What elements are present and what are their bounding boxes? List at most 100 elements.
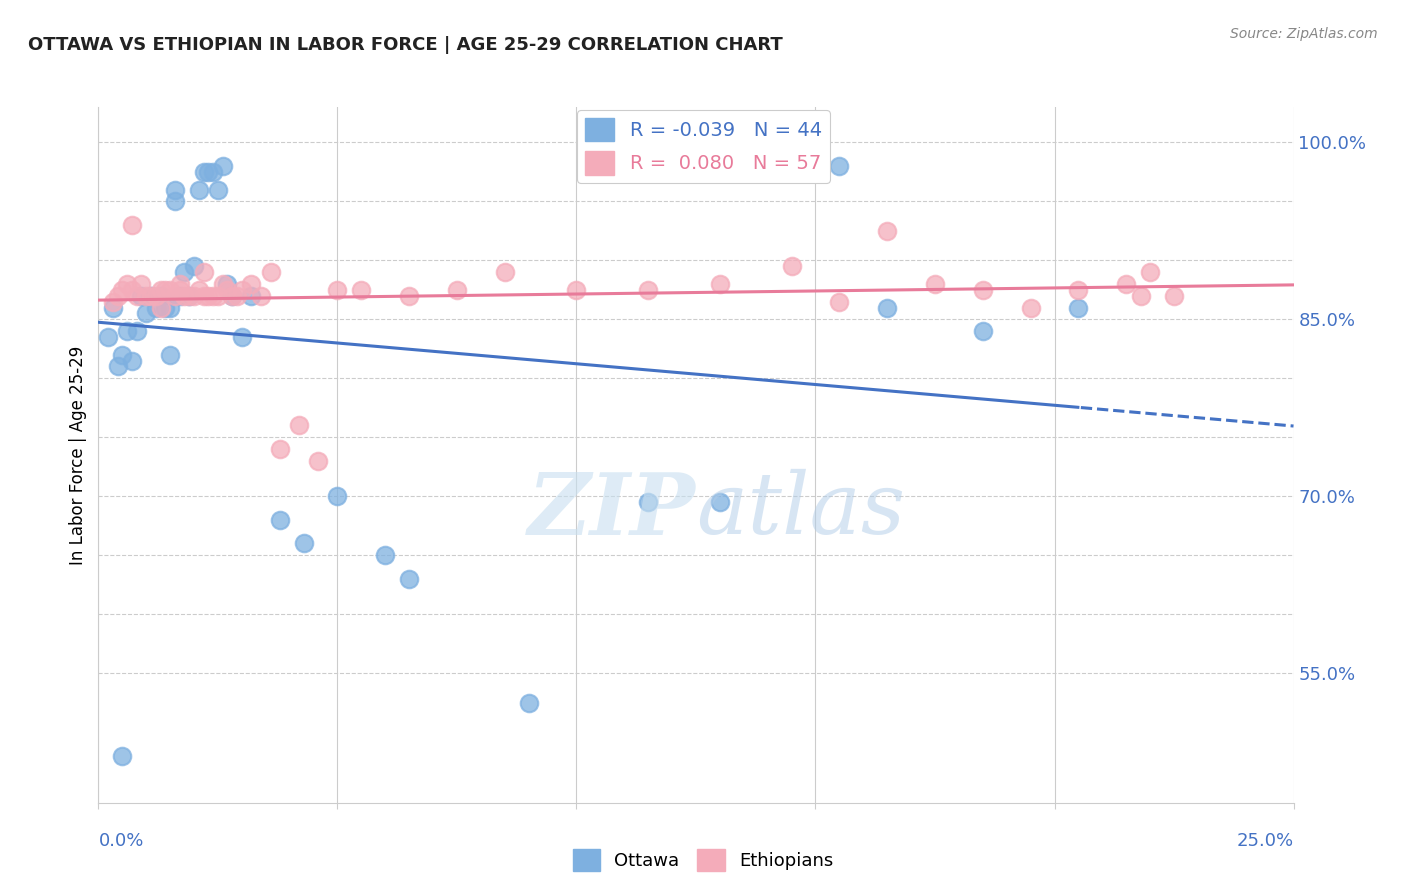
- Point: [494, 265, 516, 279]
- Text: 0.0%: 0.0%: [98, 832, 143, 850]
- Point: [111, 348, 134, 362]
- Point: [326, 489, 349, 503]
- Point: [97, 330, 120, 344]
- Point: [197, 165, 219, 179]
- Point: [250, 289, 273, 303]
- Point: [374, 548, 396, 562]
- Point: [155, 301, 177, 315]
- Point: [145, 289, 167, 303]
- Point: [101, 294, 124, 309]
- Point: [173, 265, 195, 279]
- Point: [326, 283, 349, 297]
- Point: [307, 454, 329, 468]
- Point: [159, 348, 181, 362]
- Point: [217, 283, 239, 297]
- Point: [155, 283, 177, 297]
- Point: [240, 277, 263, 291]
- Point: [169, 277, 191, 291]
- Point: [135, 306, 157, 320]
- Point: [193, 165, 215, 179]
- Point: [193, 265, 215, 279]
- Point: [197, 289, 219, 303]
- Point: [125, 324, 148, 338]
- Point: [121, 218, 143, 232]
- Point: [1019, 301, 1042, 315]
- Point: [159, 301, 181, 315]
- Point: [135, 289, 157, 303]
- Point: [231, 330, 253, 344]
- Point: [101, 301, 124, 315]
- Point: [231, 283, 253, 297]
- Point: [131, 277, 153, 291]
- Legend: Ottawa, Ethiopians: Ottawa, Ethiopians: [565, 842, 841, 879]
- Point: [398, 289, 420, 303]
- Text: ZIP: ZIP: [529, 469, 696, 552]
- Point: [350, 283, 373, 297]
- Point: [202, 289, 225, 303]
- Point: [149, 301, 172, 315]
- Point: [131, 289, 153, 303]
- Point: [446, 283, 468, 297]
- Point: [163, 183, 186, 197]
- Legend: R = -0.039   N = 44, R =  0.080   N = 57: R = -0.039 N = 44, R = 0.080 N = 57: [578, 110, 830, 183]
- Point: [169, 283, 191, 297]
- Point: [121, 283, 143, 297]
- Point: [207, 289, 229, 303]
- Point: [828, 159, 851, 173]
- Point: [709, 277, 731, 291]
- Point: [179, 289, 201, 303]
- Point: [1115, 277, 1137, 291]
- Point: [169, 289, 191, 303]
- Point: [637, 495, 659, 509]
- Point: [139, 289, 162, 303]
- Point: [173, 289, 195, 303]
- Point: [828, 294, 851, 309]
- Point: [187, 283, 209, 297]
- Point: [211, 159, 233, 173]
- Point: [517, 696, 540, 710]
- Point: [565, 283, 588, 297]
- Text: atlas: atlas: [696, 469, 905, 552]
- Point: [149, 289, 172, 303]
- Point: [269, 513, 291, 527]
- Point: [221, 289, 243, 303]
- Point: [269, 442, 291, 456]
- Point: [183, 289, 205, 303]
- Point: [1067, 283, 1090, 297]
- Point: [972, 324, 994, 338]
- Point: [125, 289, 148, 303]
- Point: [163, 289, 186, 303]
- Point: [637, 283, 659, 297]
- Point: [121, 353, 143, 368]
- Point: [193, 289, 215, 303]
- Point: [107, 359, 129, 374]
- Point: [259, 265, 281, 279]
- Point: [217, 277, 239, 291]
- Point: [179, 289, 201, 303]
- Point: [780, 259, 803, 273]
- Point: [1129, 289, 1152, 303]
- Point: [202, 165, 225, 179]
- Point: [1163, 289, 1185, 303]
- Text: 25.0%: 25.0%: [1236, 832, 1294, 850]
- Point: [398, 572, 420, 586]
- Point: [149, 283, 172, 297]
- Text: OTTAWA VS ETHIOPIAN IN LABOR FORCE | AGE 25-29 CORRELATION CHART: OTTAWA VS ETHIOPIAN IN LABOR FORCE | AGE…: [28, 36, 783, 54]
- Point: [163, 194, 186, 209]
- Point: [292, 536, 315, 550]
- Point: [221, 289, 243, 303]
- Point: [876, 224, 898, 238]
- Point: [115, 324, 138, 338]
- Point: [288, 418, 311, 433]
- Point: [183, 259, 205, 273]
- Point: [159, 283, 181, 297]
- Point: [226, 289, 249, 303]
- Point: [107, 289, 129, 303]
- Point: [187, 183, 209, 197]
- Point: [1067, 301, 1090, 315]
- Point: [1139, 265, 1161, 279]
- Point: [211, 277, 233, 291]
- Y-axis label: In Labor Force | Age 25-29: In Labor Force | Age 25-29: [69, 345, 87, 565]
- Text: Source: ZipAtlas.com: Source: ZipAtlas.com: [1230, 27, 1378, 41]
- Point: [115, 277, 138, 291]
